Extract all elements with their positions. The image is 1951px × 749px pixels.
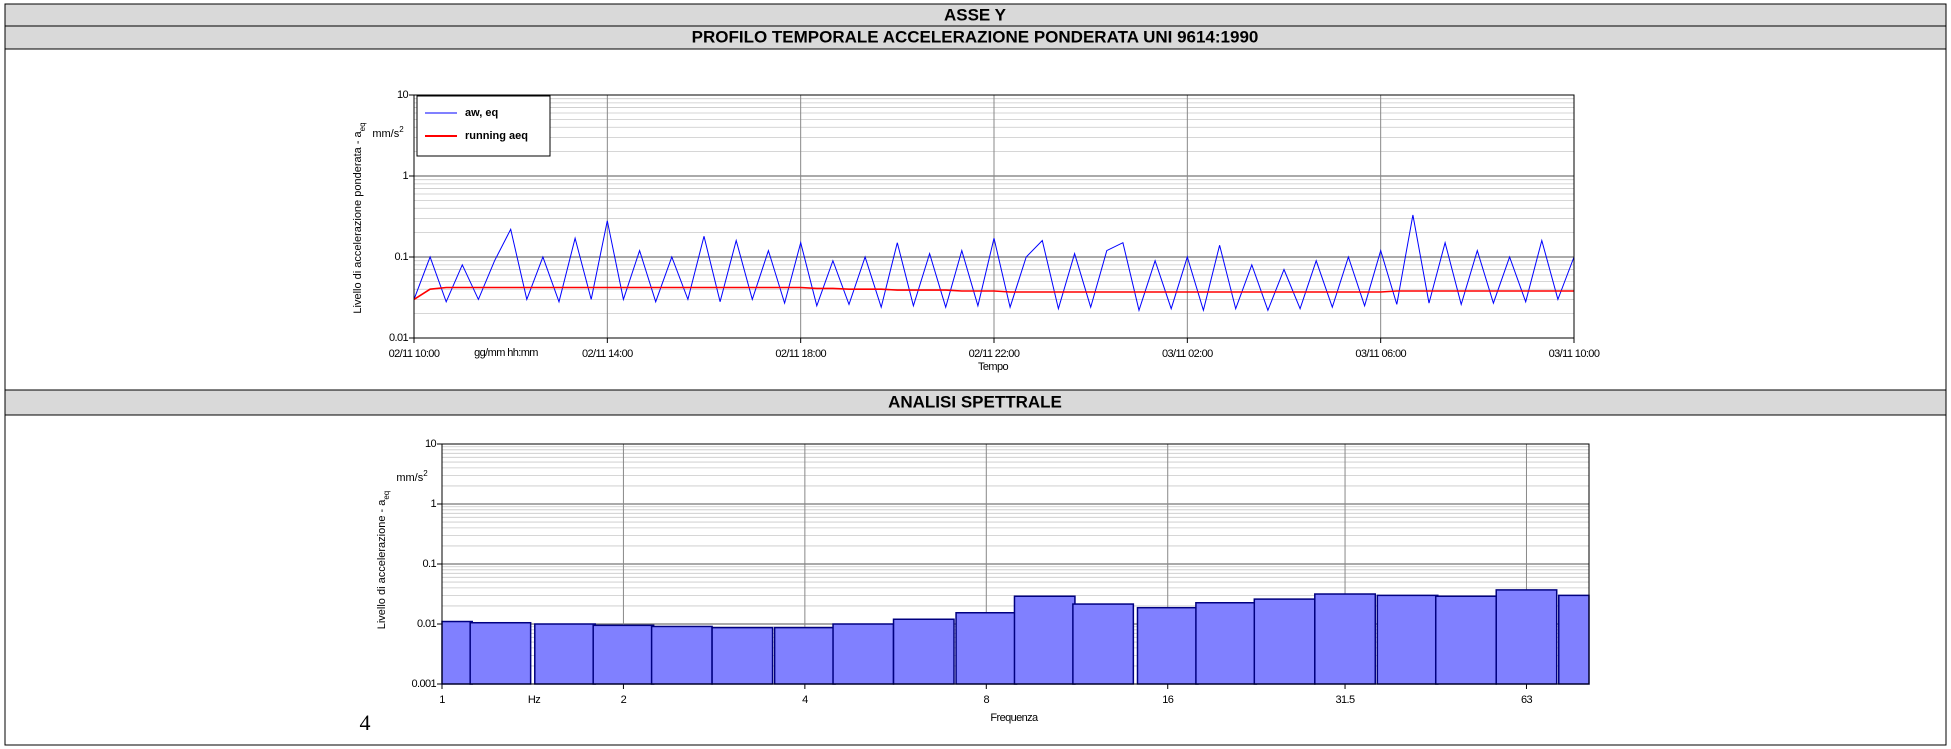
- x-tick-label: 1: [439, 694, 445, 706]
- y-tick-label: 0.1: [395, 251, 409, 263]
- bar: [1314, 593, 1377, 685]
- y-unit-text: mm/s: [396, 472, 423, 484]
- y-unit-sup: 2: [423, 469, 428, 478]
- y-tick-label: 1: [402, 170, 408, 182]
- x-tick-label: 2: [621, 694, 627, 706]
- bar: [650, 625, 713, 685]
- x-unit: gg/mm hh:mm: [474, 347, 538, 359]
- x-tick-label: 8: [984, 694, 990, 706]
- x-unit: Hz: [528, 694, 540, 706]
- bar: [534, 623, 597, 685]
- bar: [1376, 594, 1439, 685]
- x-tick-label: 03/11 10:00: [1549, 348, 1600, 360]
- bar: [1072, 603, 1135, 685]
- bar: [1136, 606, 1199, 685]
- data-line: [413, 286, 1574, 301]
- x-axis-label: Frequenza: [990, 712, 1039, 724]
- page-title: ASSE Y: [944, 5, 1007, 24]
- x-tick-label: 02/11 22:00: [969, 348, 1020, 360]
- bar: [711, 626, 774, 685]
- plot-frame: [413, 94, 1575, 339]
- y-tick-label: 0.1: [423, 558, 437, 570]
- plot-frame: [441, 443, 1590, 685]
- y-unit-text: mm/s: [372, 128, 399, 140]
- bar: [1253, 598, 1316, 685]
- x-axis-label: Tempo: [978, 361, 1008, 373]
- legend-box: [416, 95, 551, 157]
- y-unit-sup: 2: [399, 125, 404, 134]
- y-axis-label-text: Livello di accelerazione ponderata - a: [352, 130, 364, 313]
- y-tick-label: 0.01: [389, 332, 408, 344]
- x-tick-label: 02/11 14:00: [582, 348, 633, 360]
- bar: [1434, 595, 1497, 685]
- bar: [441, 620, 473, 685]
- x-tick-label: 31.5: [1336, 694, 1355, 706]
- bar: [955, 611, 1018, 685]
- bar: [773, 626, 836, 685]
- y-tick-label: 1: [430, 498, 436, 510]
- y-tick-label: 10: [425, 438, 437, 450]
- y-unit: mm/s2: [372, 125, 404, 140]
- bar: [1558, 594, 1590, 685]
- y-tick-label: 10: [397, 89, 409, 101]
- bar: [592, 624, 655, 685]
- legend-label: aw, eq: [465, 107, 498, 119]
- x-tick-label: 63: [1521, 694, 1533, 706]
- y-axis-label-text: Livello di accelerazione - a: [376, 499, 388, 630]
- bar: [1013, 595, 1076, 685]
- bar: [832, 623, 895, 685]
- y-axis-label-sub: eq: [358, 122, 367, 131]
- y-tick-label: 0.01: [417, 618, 436, 630]
- section-title: PROFILO TEMPORALE ACCELERAZIONE PONDERAT…: [692, 27, 1259, 46]
- x-tick-label: 02/11 18:00: [775, 348, 826, 360]
- y-axis-label: Livello di accelerazione - aeq: [376, 491, 391, 630]
- data-line: [413, 214, 1575, 313]
- y-tick-label: 0.001: [411, 678, 436, 690]
- x-tick-label: 02/11 10:00: [389, 348, 440, 360]
- section-title: ANALISI SPETTRALE: [888, 392, 1062, 411]
- y-unit: mm/s2: [396, 469, 428, 484]
- x-tick-label: 03/11 06:00: [1355, 348, 1406, 360]
- legend-label: running aeq: [465, 130, 528, 142]
- x-tick-label: 16: [1162, 694, 1174, 706]
- y-axis-label-sub: eq: [382, 491, 391, 500]
- x-tick-label: 4: [802, 694, 808, 706]
- bar: [469, 621, 532, 685]
- y-axis-label: Livello di accelerazione ponderata - aeq: [352, 122, 367, 313]
- x-tick-label: 03/11 02:00: [1162, 348, 1213, 360]
- section-row: [4, 389, 1947, 416]
- bar: [1495, 589, 1558, 685]
- bar: [892, 618, 955, 685]
- page-number: 4: [360, 710, 371, 735]
- bar: [1195, 602, 1258, 685]
